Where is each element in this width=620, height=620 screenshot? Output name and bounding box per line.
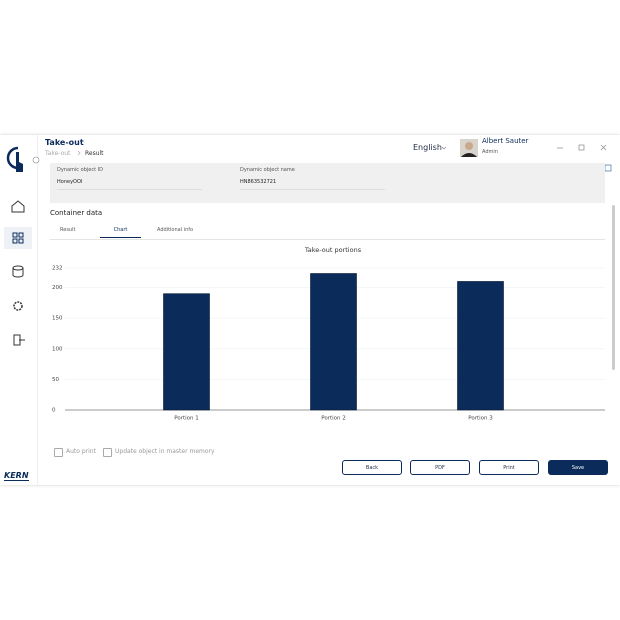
checkbox-label[interactable]: Update object in master memory — [115, 448, 215, 455]
section-title: Container data — [50, 209, 103, 217]
x-tick-label: Portion 3 — [468, 416, 493, 422]
language-caret[interactable] — [441, 146, 447, 150]
tab[interactable]: Additional info — [157, 227, 194, 233]
scrollbar[interactable] — [612, 205, 615, 370]
y-tick-label: 232 — [52, 266, 63, 272]
info-value: HN863532721 — [240, 179, 277, 185]
print-button[interactable]: Print — [479, 460, 539, 475]
save-button[interactable]: Save — [548, 460, 608, 475]
x-tick-label: Portion 2 — [321, 416, 346, 422]
expand[interactable] — [604, 164, 612, 172]
checkbox-label[interactable]: Auto print — [66, 448, 96, 455]
info-value: HoneyOOI — [57, 179, 83, 185]
info-underline — [240, 189, 385, 190]
active-nav — [4, 227, 32, 249]
logo-hand — [16, 152, 23, 172]
bar — [457, 281, 504, 411]
logo-icon — [6, 146, 19, 170]
settings-icon[interactable] — [13, 301, 23, 311]
page-title: Take-out — [45, 138, 84, 147]
chart-title: Take-out portions — [304, 246, 362, 254]
info-panel — [50, 163, 605, 203]
logout-icon[interactable] — [13, 334, 25, 346]
maximize[interactable] — [578, 144, 585, 151]
bar — [163, 293, 210, 411]
db-icon-body — [12, 268, 24, 278]
info-underline — [57, 189, 202, 190]
tab[interactable]: Result — [60, 227, 76, 233]
bar — [310, 273, 357, 411]
y-tick-label: 200 — [52, 285, 63, 291]
y-tick-label: 50 — [52, 377, 59, 383]
back-button[interactable]: Back — [342, 460, 402, 475]
avatar-suit — [461, 153, 477, 157]
tab-active[interactable]: Chart — [100, 227, 141, 238]
info-label: Dynamic object name — [240, 167, 295, 173]
brand: KERN — [4, 471, 29, 481]
user-role: Admin — [482, 149, 498, 155]
language[interactable]: English — [413, 143, 442, 152]
breadcrumb-sep — [77, 150, 81, 156]
sidebar — [0, 135, 38, 485]
close[interactable] — [600, 144, 607, 151]
y-tick-label: 150 — [52, 316, 63, 322]
breadcrumb: Result — [85, 150, 104, 157]
user-name: Albert Sauter — [482, 137, 529, 145]
apps-icon[interactable] — [12, 232, 24, 244]
x-tick-label: Portion 1 — [174, 416, 199, 422]
checkbox[interactable] — [54, 448, 63, 457]
breadcrumb[interactable]: Take-out — [45, 150, 71, 157]
pdf-button[interactable]: PDF — [410, 460, 470, 475]
y-tick-label: 100 — [52, 346, 63, 352]
info-label: Dynamic object ID — [57, 167, 103, 173]
avatar-face — [465, 142, 473, 150]
home-icon[interactable] — [11, 200, 25, 213]
tab-divider — [50, 239, 605, 240]
y-tick-label: 0 — [52, 408, 56, 414]
checkbox[interactable] — [103, 448, 112, 457]
collapse[interactable] — [32, 156, 40, 164]
